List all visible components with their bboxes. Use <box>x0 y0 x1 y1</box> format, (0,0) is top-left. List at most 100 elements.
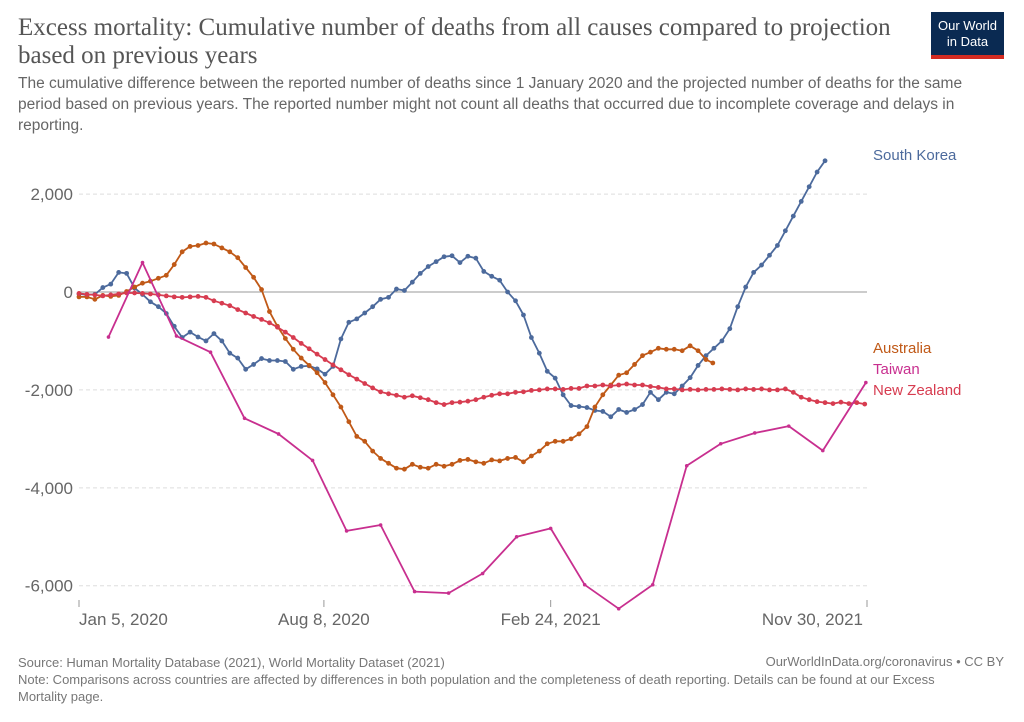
new-zealand-point <box>806 397 812 403</box>
new-zealand-point <box>790 389 796 395</box>
australia-point <box>267 309 272 314</box>
australia-point <box>322 380 328 385</box>
australia-point <box>632 362 637 367</box>
new-zealand-point <box>394 392 399 398</box>
south-korea-point <box>624 410 630 415</box>
new-zealand-point <box>536 387 542 393</box>
south-korea-point <box>513 298 518 304</box>
south-korea-point <box>116 269 122 275</box>
taiwan-point <box>412 589 417 594</box>
new-zealand-point <box>370 385 376 391</box>
south-korea-point <box>711 345 717 351</box>
south-korea-point <box>822 158 828 164</box>
taiwan-point <box>378 523 383 527</box>
south-korea-point <box>687 375 693 381</box>
south-korea-point <box>394 286 399 292</box>
new-zealand-series-label: New Zealand <box>873 382 961 399</box>
new-zealand-point <box>314 351 320 357</box>
new-zealand-point <box>473 397 479 403</box>
australia-point <box>346 419 352 425</box>
south-korea-point <box>489 273 495 279</box>
new-zealand-point <box>775 387 780 393</box>
new-zealand-point <box>632 382 637 388</box>
australia-point <box>155 275 161 281</box>
new-zealand-point <box>576 386 582 391</box>
south-korea-point <box>632 407 637 412</box>
new-zealand-point <box>489 392 495 398</box>
south-korea-point <box>600 409 606 414</box>
australia-point <box>481 460 487 466</box>
south-korea-point <box>497 277 503 283</box>
new-zealand-point <box>84 292 90 297</box>
new-zealand-point <box>275 324 280 330</box>
new-zealand-line <box>78 292 865 406</box>
y-tick-label: -4,000 <box>25 479 73 498</box>
australia-point <box>679 348 685 354</box>
south-korea-point <box>695 363 701 368</box>
south-korea-point <box>782 228 788 234</box>
south-korea-point <box>457 260 463 266</box>
australia-point <box>171 262 177 267</box>
new-zealand-point <box>695 387 701 393</box>
new-zealand-point <box>187 294 193 300</box>
australia-point <box>306 363 312 368</box>
south-korea-point <box>267 358 272 363</box>
new-zealand-point <box>679 387 685 393</box>
new-zealand-point <box>163 293 169 299</box>
australia-point <box>536 448 542 454</box>
south-korea-point <box>465 253 471 259</box>
new-zealand-point <box>560 387 566 392</box>
new-zealand-point <box>798 394 804 400</box>
new-zealand-point <box>338 367 344 373</box>
south-korea-point <box>148 299 153 305</box>
taiwan-point <box>276 432 281 436</box>
new-zealand-point <box>76 291 82 296</box>
south-korea-point <box>648 389 653 395</box>
australia-point <box>409 461 415 467</box>
new-zealand-point <box>457 399 463 405</box>
australia-point <box>441 463 447 469</box>
new-zealand-point <box>513 389 518 395</box>
new-zealand-point <box>814 399 820 405</box>
taiwan-point <box>310 458 315 463</box>
taiwan-point <box>548 526 553 531</box>
australia-line <box>79 242 714 471</box>
australia-point <box>584 424 590 430</box>
australia-point <box>187 244 193 249</box>
owid-logo[interactable]: Our World in Data <box>931 12 1004 59</box>
australia-point <box>695 348 701 354</box>
new-zealand-point <box>727 387 733 392</box>
australia-point <box>425 465 431 471</box>
australia-point <box>211 241 217 247</box>
new-zealand-point <box>719 386 725 392</box>
south-korea-line <box>78 160 826 418</box>
source-note: Source: Human Mortality Database (2021),… <box>18 655 445 670</box>
south-korea-point <box>235 355 241 361</box>
south-korea-point <box>346 319 352 325</box>
new-zealand-point <box>505 391 510 397</box>
australia-point <box>76 294 82 300</box>
new-zealand-point <box>402 394 407 400</box>
new-zealand-point <box>100 293 106 299</box>
south-korea-point <box>370 304 376 310</box>
south-korea-point <box>100 285 106 290</box>
new-zealand-point <box>330 362 336 368</box>
south-korea-point <box>576 404 582 409</box>
australia-point <box>362 438 368 444</box>
taiwan-point <box>752 431 757 435</box>
australia-point <box>552 438 558 444</box>
australia-point <box>457 457 463 463</box>
new-zealand-point <box>92 292 98 298</box>
australia-point <box>195 243 201 248</box>
south-korea-point <box>409 279 415 285</box>
taiwan-point <box>718 441 723 446</box>
credit-link[interactable]: OurWorldInData.org/coronavirus • CC BY <box>765 654 1004 669</box>
south-korea-point <box>663 389 669 395</box>
australia-point <box>132 284 137 290</box>
australia-point <box>513 455 518 460</box>
new-zealand-point <box>767 387 772 393</box>
new-zealand-point <box>552 386 558 392</box>
australia-point <box>219 245 225 251</box>
taiwan-point <box>446 591 451 595</box>
